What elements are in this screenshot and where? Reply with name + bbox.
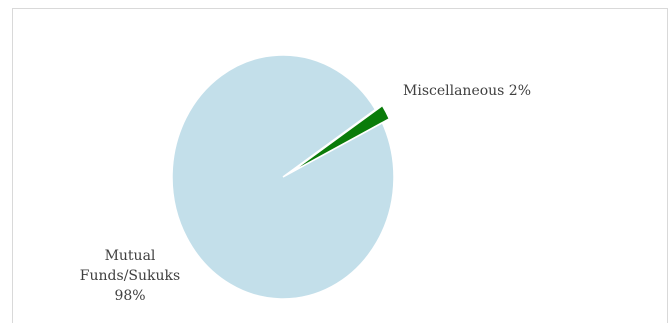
slice-label-mutual-funds: Mutual Funds/Sukuks 98% xyxy=(65,246,195,306)
pie-slice-miscellaneous xyxy=(289,104,391,174)
slice-label-line: 98% xyxy=(114,288,146,304)
slice-label-line: Funds/Sukuks xyxy=(79,268,181,284)
slice-label-line: Mutual xyxy=(104,248,156,264)
pie-slice-mutual-funds-sukuks xyxy=(171,54,395,300)
pie-chart xyxy=(171,54,395,300)
chart-area: Miscellaneous 2% Mutual Funds/Sukuks 98% xyxy=(12,8,668,323)
slice-label-miscellaneous: Miscellaneous 2% xyxy=(403,83,532,99)
